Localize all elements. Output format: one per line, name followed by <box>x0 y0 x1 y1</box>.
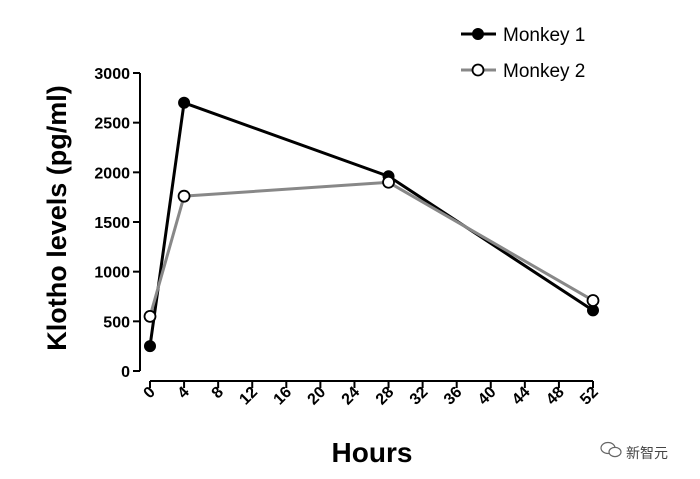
data-point-series-2 <box>143 309 157 323</box>
x-tick-label: 24 <box>339 384 364 409</box>
y-tick-label: 1500 <box>94 215 130 232</box>
legend: Monkey 1 Monkey 2 <box>461 25 585 82</box>
data-point-series-1 <box>178 96 191 109</box>
legend-label: Monkey 2 <box>503 61 585 82</box>
x-tick-label: 12 <box>236 384 261 409</box>
axes <box>139 73 593 382</box>
data-point-series-1 <box>144 340 156 353</box>
x-tick-label: 44 <box>509 384 534 409</box>
series-layer <box>143 96 600 353</box>
data-point-series-2 <box>586 294 600 307</box>
legend-marker <box>472 28 484 40</box>
x-axis-ticks: 0 4 8 12 16 20 24 28 32 36 40 44 48 52 <box>141 381 602 408</box>
x-tick-label: 28 <box>373 384 398 409</box>
data-point-series-2 <box>382 175 395 189</box>
y-axis-title: Klotho levels (pg/ml) <box>42 85 72 351</box>
x-tick-label: 20 <box>305 384 330 409</box>
x-tick-label: 16 <box>271 384 296 409</box>
legend-label: Monkey 1 <box>503 25 585 46</box>
legend-marker <box>471 63 485 77</box>
series-line-1 <box>148 101 594 347</box>
y-tick-label: 3000 <box>94 66 130 83</box>
x-tick-label: 32 <box>407 384 432 409</box>
x-axis-title: Hours <box>332 437 413 468</box>
wechat-icon <box>600 441 622 458</box>
data-point-series-2 <box>177 189 191 203</box>
watermark: 新智元 <box>600 441 668 462</box>
y-tick-label: 500 <box>103 314 130 331</box>
x-tick-label: 48 <box>543 384 568 409</box>
x-tick-label: 36 <box>441 384 466 409</box>
x-tick-label: 52 <box>577 384 602 409</box>
watermark-text: 新智元 <box>626 446 668 462</box>
x-tick-label: 40 <box>475 384 500 409</box>
y-tick-label: 2500 <box>94 116 130 133</box>
y-tick-label: 1000 <box>94 265 130 282</box>
y-tick-label: 0 <box>121 364 130 381</box>
series-line-2 <box>148 180 594 317</box>
y-tick-label: 2000 <box>94 165 130 182</box>
y-axis-ticks: 0 500 1000 1500 2000 2500 3000 <box>94 66 140 381</box>
